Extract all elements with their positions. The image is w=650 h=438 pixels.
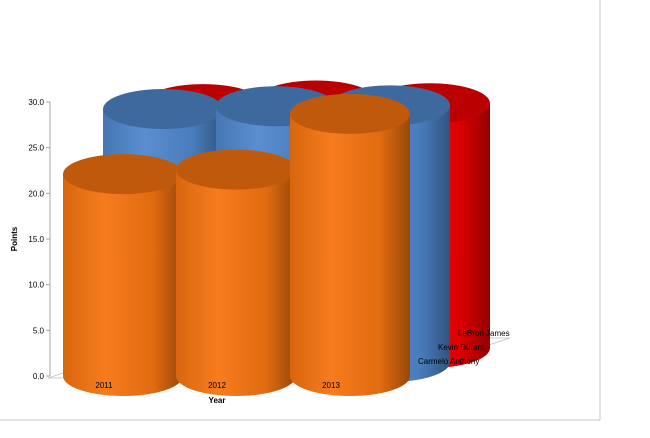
cylinder-top xyxy=(290,93,410,134)
y-tick-label: 15.0 xyxy=(28,235,44,244)
y-tick-label: 5.0 xyxy=(33,326,45,335)
series-label: Carmelo Anthony xyxy=(418,357,479,366)
y-axis-title: Points xyxy=(10,226,19,251)
bar xyxy=(63,154,183,396)
y-tick-label: 25.0 xyxy=(28,144,44,153)
bar xyxy=(290,93,410,396)
bar xyxy=(176,149,296,396)
cylinder-top xyxy=(103,89,223,130)
series-label: LeBron James xyxy=(458,329,510,338)
cylinder-body xyxy=(290,113,410,396)
labels: Points Year 0.0 5.0 10.0 15.0 20.0 25.0 30.0 20… xyxy=(10,98,510,405)
x-tick-label: 2011 xyxy=(95,381,113,390)
cylinder-body xyxy=(63,174,183,396)
cylinder-top xyxy=(63,154,183,195)
bars xyxy=(63,80,490,396)
series-label: Kevin Durant xyxy=(438,343,485,352)
cylinder-top xyxy=(176,149,296,190)
x-axis-title: Year xyxy=(209,396,226,405)
x-tick-label: 2013 xyxy=(322,381,340,390)
y-tick-label: 20.0 xyxy=(28,189,44,198)
y-tick-label: 10.0 xyxy=(28,281,44,290)
cylinder-body xyxy=(176,169,296,396)
x-tick-label: 2012 xyxy=(208,381,226,390)
y-tick-label: 0.0 xyxy=(33,372,45,381)
y-tick-label: 30.0 xyxy=(28,98,44,107)
